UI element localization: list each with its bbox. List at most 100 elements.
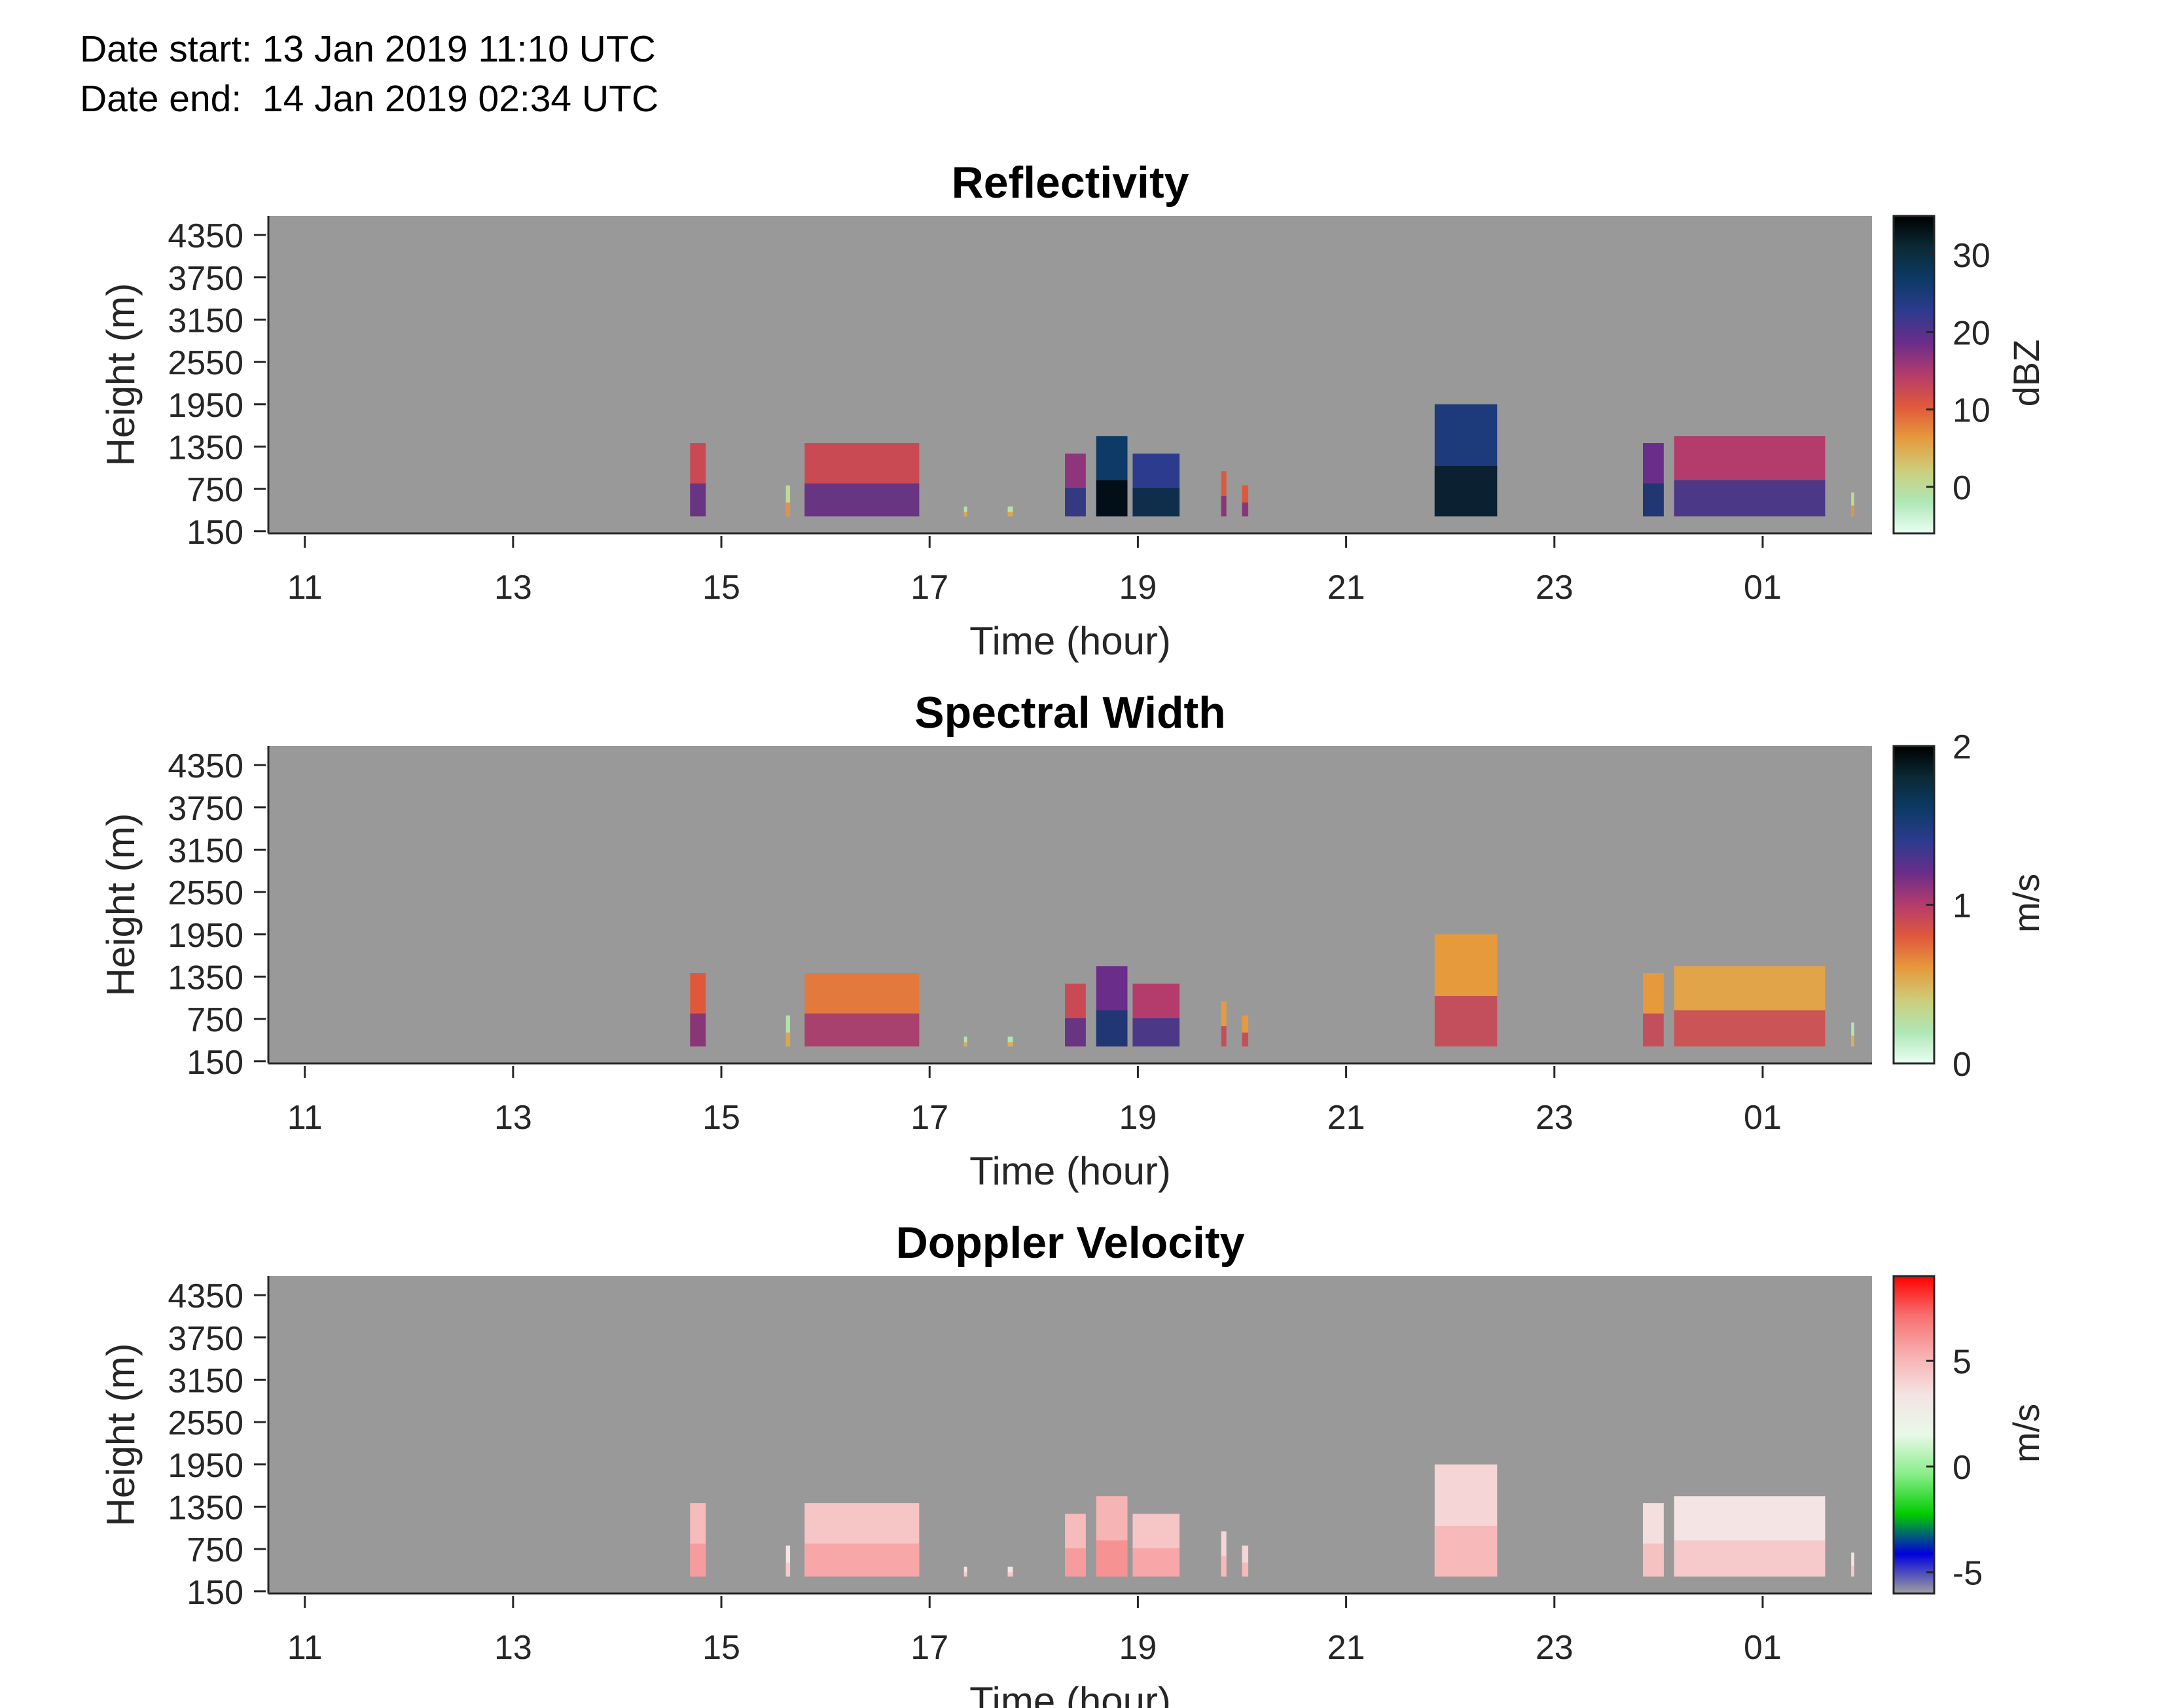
y-tick-label: 1350 — [168, 429, 243, 467]
echo-block — [1221, 471, 1227, 517]
echo-core — [963, 1572, 967, 1577]
y-tick-label: 1350 — [168, 959, 243, 997]
x-tick-label: 15 — [702, 569, 740, 607]
echo-block — [1242, 485, 1249, 517]
x-tick-label: 15 — [702, 1629, 740, 1667]
x-tick-label: 01 — [1744, 1629, 1782, 1667]
date-end-value: 14 Jan 2019 02:34 UTC — [262, 78, 659, 120]
date-end-line: Date end: 14 Jan 2019 02:34 UTC — [80, 77, 658, 120]
echo-block — [1007, 1567, 1013, 1577]
x-tick-label: 19 — [1119, 1629, 1157, 1667]
echo-core — [1007, 1572, 1013, 1577]
echo-core — [1434, 1526, 1498, 1577]
colorbar-tick-label: 1 — [1953, 887, 1971, 925]
echo-block — [1007, 507, 1013, 517]
y-tick-label: 1350 — [168, 1489, 243, 1527]
colorbar — [1892, 1275, 1935, 1595]
chart-title: Reflectivity — [952, 158, 1189, 207]
echo-core — [1065, 1018, 1086, 1047]
echo-core — [963, 512, 967, 517]
x-tick-label: 11 — [287, 1099, 323, 1137]
y-tick-label: 4350 — [168, 1277, 243, 1315]
x-axis-label: Time (hour) — [969, 619, 1171, 663]
colorbar-label: m/s — [2006, 874, 2047, 933]
chart-panel-3: Doppler Velocity150750135019502550315037… — [99, 1218, 2047, 1708]
echo-block — [1007, 1037, 1013, 1047]
echo-block — [1851, 492, 1854, 517]
echo-core — [1434, 466, 1498, 517]
y-tick-label: 150 — [187, 1574, 243, 1612]
x-tick-label: 01 — [1744, 1099, 1782, 1137]
y-tick-label: 3750 — [168, 1320, 243, 1358]
echo-core — [1643, 483, 1664, 517]
x-tick-label: 17 — [910, 569, 948, 607]
colorbar-tick-label: 0 — [1953, 469, 1971, 507]
echo-core — [1851, 505, 1854, 517]
x-tick-label: 11 — [287, 1629, 323, 1667]
colorbar-tick-label: 20 — [1953, 314, 1990, 352]
x-tick-label: 21 — [1327, 1099, 1365, 1137]
echo-core — [1242, 1032, 1249, 1047]
y-tick-label: 1950 — [168, 917, 243, 955]
y-tick-label: 3750 — [168, 260, 243, 298]
y-tick-label: 3150 — [168, 1362, 243, 1400]
echo-core — [1221, 496, 1227, 517]
echo-core — [785, 1032, 791, 1047]
colorbar-label: dBZ — [2006, 340, 2047, 407]
echo-core — [1096, 1010, 1128, 1047]
echo-core — [1242, 1562, 1249, 1577]
x-tick-label: 01 — [1744, 569, 1782, 607]
y-tick-label: 1950 — [168, 1447, 243, 1485]
echo-core — [1096, 480, 1128, 517]
y-tick-label: 3150 — [168, 832, 243, 870]
echo-block — [1221, 1001, 1227, 1047]
date-start-value: 13 Jan 2019 11:10 UTC — [262, 28, 656, 70]
echo-core — [785, 502, 791, 517]
echo-core — [690, 1543, 706, 1577]
echo-block — [1851, 1022, 1854, 1047]
echo-core — [1132, 1018, 1180, 1047]
echo-core — [1434, 996, 1498, 1047]
colorbar-tick-label: 2 — [1953, 728, 1971, 766]
echo-core — [1674, 480, 1826, 517]
date-start-line: Date start: 13 Jan 2019 11:10 UTC — [80, 27, 656, 71]
echo-block — [963, 1567, 967, 1577]
x-tick-label: 23 — [1536, 569, 1574, 607]
x-tick-label: 23 — [1536, 1629, 1574, 1667]
chart-title: Doppler Velocity — [896, 1218, 1245, 1268]
echo-core — [1132, 1548, 1180, 1577]
echo-core — [1643, 1543, 1664, 1577]
echo-block — [1242, 1545, 1249, 1577]
y-tick-label: 750 — [187, 471, 243, 509]
echo-block — [1242, 1015, 1249, 1047]
chart-panel-2: Spectral Width15075013501950255031503750… — [99, 688, 2047, 1193]
y-axis-label: Height (m) — [99, 1343, 143, 1526]
x-tick-label: 21 — [1327, 1629, 1365, 1667]
echo-core — [1065, 488, 1086, 517]
y-tick-label: 750 — [187, 1001, 243, 1039]
y-tick-label: 2550 — [168, 344, 243, 382]
colorbar-tick-label: 10 — [1953, 392, 1990, 430]
x-tick-label: 13 — [494, 569, 532, 607]
echo-core — [1851, 1565, 1854, 1577]
y-axis-label: Height (m) — [99, 283, 143, 466]
y-tick-label: 2550 — [168, 874, 243, 912]
colorbar-tick-label: 0 — [1953, 1449, 1971, 1487]
echo-core — [963, 1042, 967, 1047]
echo-core — [1643, 1013, 1664, 1047]
x-tick-label: 13 — [494, 1099, 532, 1137]
x-tick-label: 21 — [1327, 569, 1365, 607]
echo-core — [1851, 1035, 1854, 1047]
date-start-label: Date start: — [80, 28, 252, 70]
colorbar-tick-label: 0 — [1953, 1046, 1971, 1084]
y-tick-label: 3750 — [168, 790, 243, 828]
x-tick-label: 19 — [1119, 1099, 1157, 1137]
echo-core — [804, 1013, 920, 1047]
echo-block — [785, 1545, 791, 1577]
echo-core — [690, 483, 706, 517]
echo-block — [785, 485, 791, 517]
echo-core — [1096, 1540, 1128, 1577]
x-tick-label: 19 — [1119, 569, 1157, 607]
y-axis-label: Height (m) — [99, 813, 143, 996]
